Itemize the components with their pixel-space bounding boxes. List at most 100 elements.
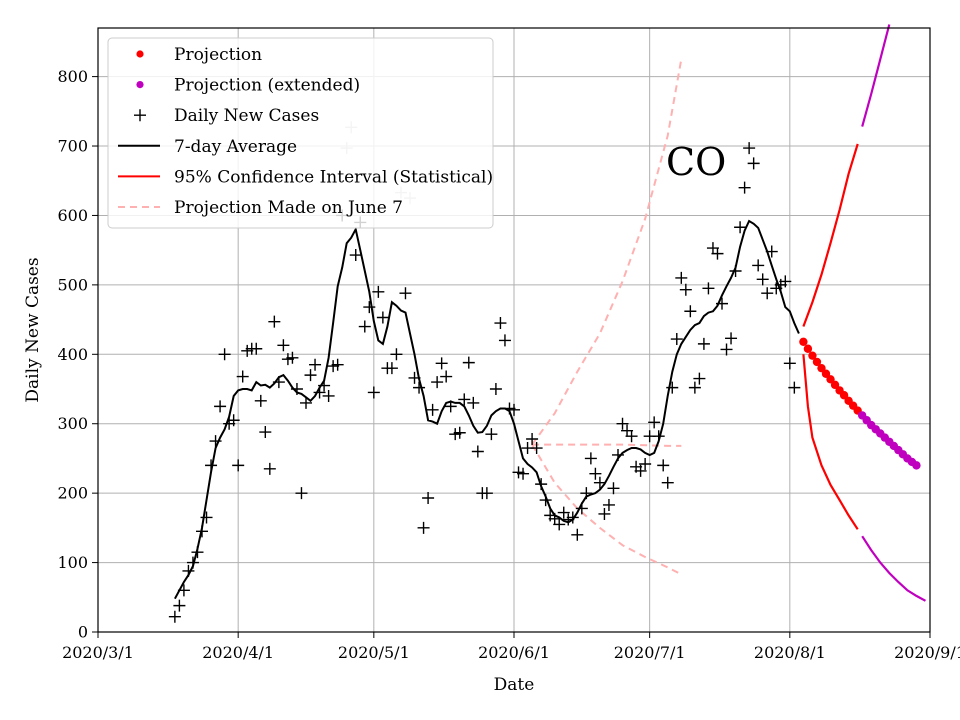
daily-case-marker — [322, 389, 335, 402]
daily-case-marker — [363, 301, 376, 314]
legend-label: 7-day Average — [174, 137, 297, 157]
daily-case-marker — [684, 305, 697, 318]
daily-case-marker — [747, 157, 760, 170]
daily-case-marker — [440, 370, 453, 383]
daily-case-marker — [693, 372, 706, 385]
ci-upper-line — [802, 143, 859, 327]
daily-case-marker — [286, 351, 299, 364]
extended-ci-upper-line — [861, 24, 891, 127]
daily-case-marker — [435, 357, 448, 370]
y-tick-label: 800 — [57, 67, 88, 86]
daily-case-marker — [580, 487, 593, 500]
projection-point — [799, 337, 808, 347]
daily-case-marker — [458, 393, 471, 406]
daily-case-marker — [697, 337, 710, 350]
daily-case-marker — [200, 511, 213, 524]
daily-case-marker — [349, 249, 362, 262]
daily-case-marker — [612, 448, 624, 461]
daily-case-marker — [331, 358, 344, 371]
daily-case-marker — [729, 264, 742, 277]
daily-case-marker — [250, 342, 263, 355]
june7-projection-line — [532, 443, 682, 447]
daily-case-marker — [318, 379, 331, 392]
grid — [97, 28, 931, 633]
daily-case-marker — [584, 452, 597, 465]
daily-case-marker — [670, 333, 683, 346]
x-tick-label: 2020/6/1 — [478, 643, 550, 662]
y-tick-label: 500 — [57, 275, 88, 294]
daily-case-marker — [236, 370, 249, 383]
daily-case-marker — [173, 599, 186, 612]
daily-case-marker — [227, 414, 240, 427]
daily-case-marker — [661, 476, 674, 489]
daily-case-marker — [177, 584, 190, 597]
y-tick-label: 100 — [57, 553, 88, 572]
daily-case-marker — [313, 386, 326, 399]
daily-case-marker — [462, 356, 475, 369]
daily-case-marker — [625, 430, 638, 443]
legend-label: Daily New Cases — [174, 106, 319, 126]
daily-case-marker — [652, 430, 665, 443]
projection-point — [826, 375, 835, 384]
daily-case-marker — [634, 464, 647, 477]
daily-case-marker — [508, 403, 520, 416]
daily-case-marker — [295, 487, 308, 500]
daily-case-marker — [309, 358, 322, 371]
projection-extended-point — [912, 461, 921, 470]
x-tick-label: 2020/8/1 — [754, 643, 826, 662]
projection-point — [830, 380, 840, 390]
projection-point — [812, 357, 822, 367]
daily-case-marker — [376, 311, 389, 324]
daily-case-marker — [752, 259, 765, 272]
daily-case-marker — [205, 459, 218, 472]
daily-case-marker — [498, 334, 511, 347]
june7-projection-line — [531, 444, 682, 576]
daily-case-marker — [779, 275, 792, 288]
daily-case-marker — [702, 282, 715, 295]
x-axis-ticks: 2020/3/1 2020/4/1 2020/5/1 2020/6/1 2020/7/1… — [62, 632, 960, 662]
daily-case-marker — [268, 315, 281, 328]
daily-case-marker — [444, 400, 457, 413]
daily-case-marker — [399, 287, 412, 300]
legend-marker-plus — [134, 109, 146, 122]
y-tick-label: 600 — [57, 206, 88, 225]
x-tick-label: 2020/3/1 — [62, 643, 134, 662]
y-tick-label: 700 — [57, 137, 88, 156]
daily-case-marker — [218, 348, 231, 361]
daily-case-marker — [756, 273, 769, 286]
y-tick-label: 300 — [57, 414, 88, 433]
daily-case-marker — [191, 546, 204, 559]
seven-day-average-line — [174, 219, 800, 600]
daily-case-marker — [602, 498, 615, 511]
daily-case-marker — [517, 467, 530, 480]
daily-case-marker — [765, 245, 778, 258]
x-axis-label: Date — [494, 675, 535, 695]
daily-case-marker — [367, 386, 380, 399]
daily-case-marker — [431, 376, 444, 389]
x-tick-label: 2020/5/1 — [338, 643, 410, 662]
daily-case-marker — [598, 507, 611, 520]
daily-case-marker — [783, 357, 796, 370]
daily-case-marker — [761, 287, 774, 300]
daily-case-marker — [679, 283, 692, 296]
daily-case-marker — [372, 285, 385, 298]
daily-case-marker — [168, 610, 181, 623]
annotation-label: CO — [666, 140, 726, 184]
daily-case-marker — [489, 383, 502, 396]
daily-case-marker — [743, 142, 756, 155]
daily-case-marker — [480, 487, 493, 500]
legend-label: 95% Confidence Interval (Statistical) — [174, 167, 493, 187]
daily-case-marker — [422, 492, 435, 505]
daily-case-marker — [526, 432, 539, 445]
daily-case-marker — [186, 556, 199, 569]
projection-point — [803, 344, 813, 353]
daily-case-marker — [290, 383, 303, 396]
daily-case-marker — [263, 462, 276, 475]
daily-case-marker — [467, 396, 480, 409]
daily-case-marker — [209, 435, 222, 448]
daily-case-marker — [535, 478, 548, 491]
projection-point — [839, 391, 849, 400]
daily-case-marker — [214, 400, 227, 413]
daily-case-marker — [738, 181, 751, 194]
